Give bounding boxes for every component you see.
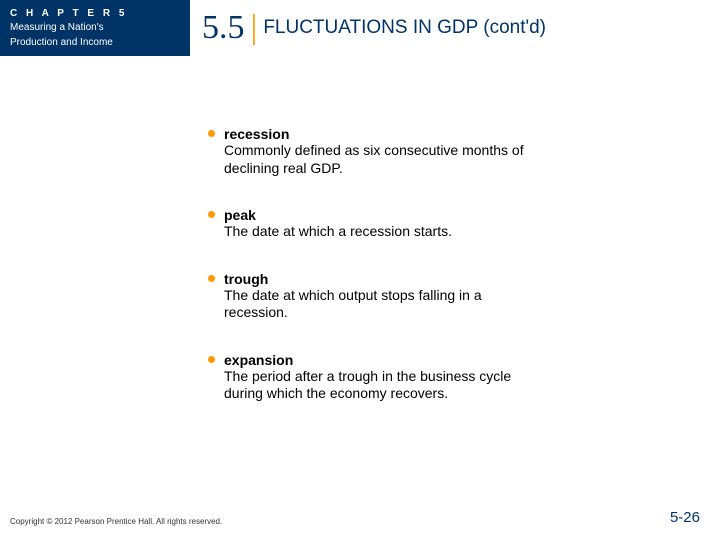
term-label: trough <box>224 271 530 287</box>
chapter-box: C H A P T E R 5 Measuring a Nation's Pro… <box>0 0 190 56</box>
term-label: recession <box>224 126 530 142</box>
term-label: peak <box>224 207 530 223</box>
bullet-icon <box>208 211 215 218</box>
chapter-title-line2: Production and Income <box>10 36 180 49</box>
term-label: expansion <box>224 352 530 368</box>
bullet-icon <box>208 130 215 137</box>
chapter-number: C H A P T E R 5 <box>10 8 180 19</box>
bullet-icon <box>208 275 215 282</box>
chapter-title-line1: Measuring a Nation's <box>10 21 180 34</box>
bullet-icon <box>208 356 215 363</box>
definition-text: The period after a trough in the busines… <box>224 368 530 403</box>
list-item: trough The date at which output stops fa… <box>210 271 530 322</box>
section-box: 5.5 | FLUCTUATIONS IN GDP (cont'd) <box>190 0 546 56</box>
definition-text: The date at which output stops falling i… <box>224 287 530 322</box>
section-divider-bar: | <box>251 11 258 45</box>
slide-header: C H A P T E R 5 Measuring a Nation's Pro… <box>0 0 720 56</box>
content-area: recession Commonly defined as six consec… <box>210 126 530 403</box>
section-number: 5.5 <box>202 9 245 47</box>
definition-text: The date at which a recession starts. <box>224 223 530 241</box>
section-title: FLUCTUATIONS IN GDP (cont'd) <box>263 17 546 39</box>
copyright-text: Copyright © 2012 Pearson Prentice Hall. … <box>10 517 222 526</box>
page-number: 5-26 <box>670 509 700 526</box>
list-item: recession Commonly defined as six consec… <box>210 126 530 177</box>
list-item: peak The date at which a recession start… <box>210 207 530 241</box>
definition-text: Commonly defined as six consecutive mont… <box>224 142 530 177</box>
list-item: expansion The period after a trough in t… <box>210 352 530 403</box>
